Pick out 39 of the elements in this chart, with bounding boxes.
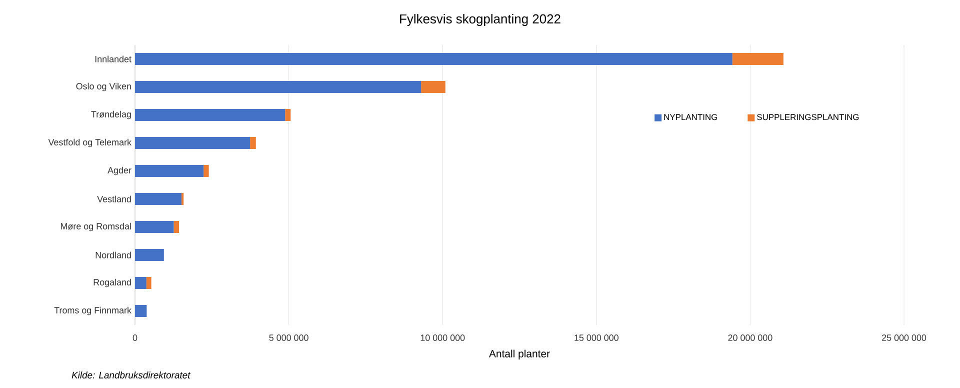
y-tick-label: Rogaland <box>94 278 131 288</box>
bar <box>174 221 179 233</box>
text: Kilde: Landbruksdirektoratet <box>72 372 191 378</box>
bar <box>135 80 422 93</box>
legend-label: SUPPLERINGSPLANTING <box>757 114 859 120</box>
bar <box>135 193 182 205</box>
bar <box>135 305 147 318</box>
chart-title: Fylkesvis skogplanting 2022 <box>400 14 560 26</box>
legend-label: NYPLANTING <box>664 114 718 120</box>
x-tick-label: 5 000 000 <box>269 334 308 341</box>
bar <box>135 52 732 65</box>
bar <box>135 165 204 177</box>
bar <box>204 165 209 177</box>
y-tick-label: Trøndelag <box>91 110 131 120</box>
y-tick-label: Agder <box>108 166 132 176</box>
y-tick-label: Vestland <box>97 196 131 202</box>
y-tick-label: Oslo og Viken <box>76 82 131 92</box>
y-tick-label: Møre og Romsdal <box>60 222 131 232</box>
x-tick-label: 20 000 000 <box>728 334 772 341</box>
x-tick-label: 0 <box>132 334 138 341</box>
x-tick-label: 15 000 000 <box>574 334 618 341</box>
bar <box>250 137 256 149</box>
bar <box>421 80 446 93</box>
bar <box>135 109 286 121</box>
y-tick-label: Vestfold og Telemark <box>48 138 132 148</box>
bar <box>135 137 250 149</box>
y-tick-label: Innlandet <box>95 56 132 62</box>
bar <box>135 249 164 261</box>
x-tick-label: 10 000 000 <box>420 334 465 341</box>
x-tick-label: 25 000 000 <box>882 334 926 341</box>
bar <box>135 277 146 289</box>
bar <box>285 109 291 121</box>
bar <box>146 277 152 289</box>
bar <box>135 221 174 233</box>
y-tick-label: Troms og Finnmark <box>54 306 132 316</box>
bar <box>181 193 184 205</box>
x-axis-title: Antall planter <box>488 350 550 360</box>
bar <box>732 52 784 65</box>
y-tick-label: Nordland <box>96 252 131 258</box>
